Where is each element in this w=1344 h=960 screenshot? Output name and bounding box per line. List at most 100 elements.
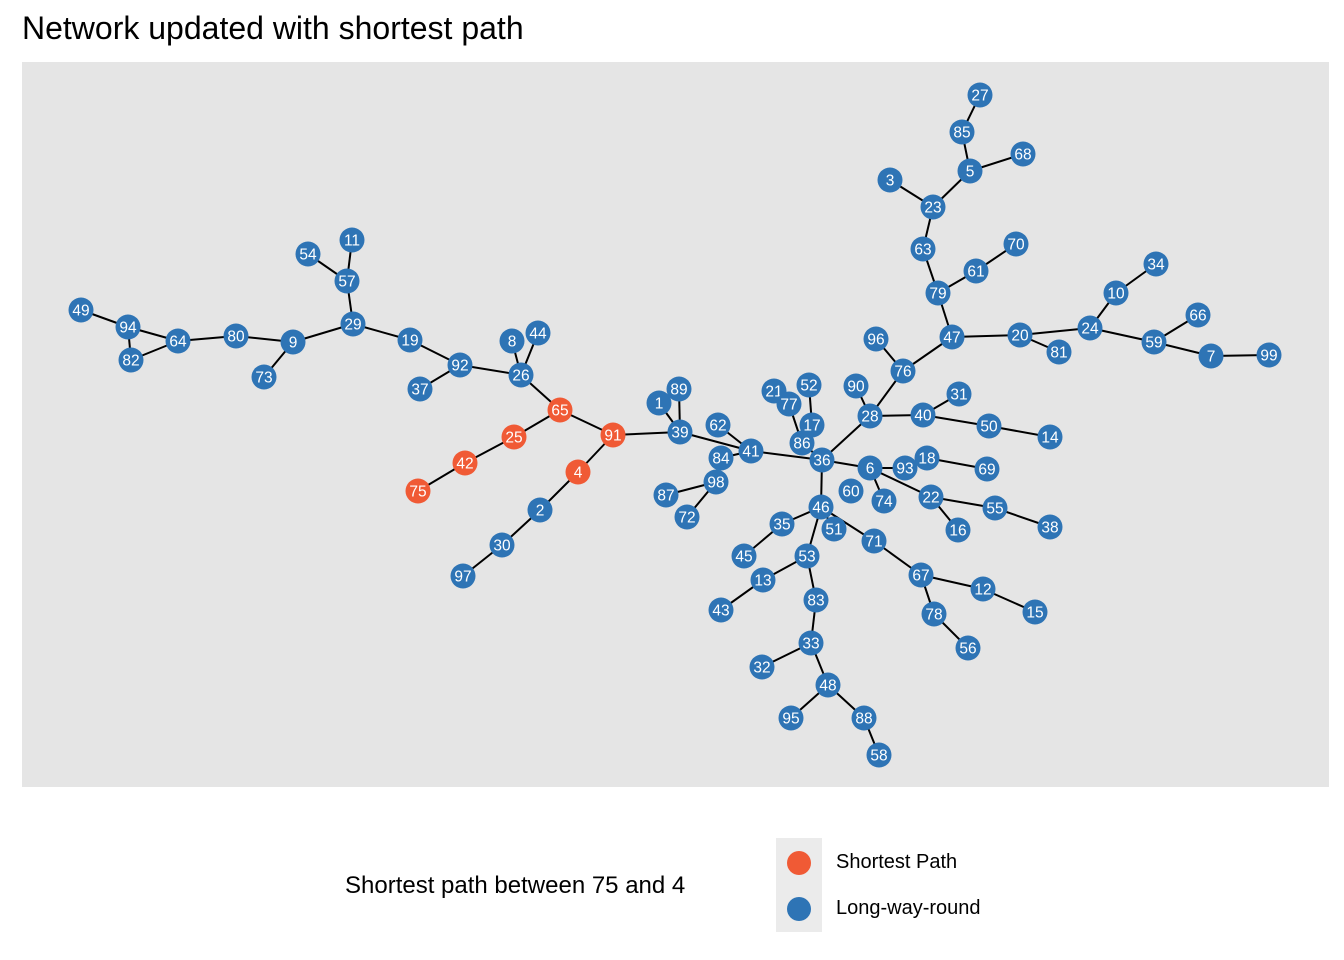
node-87: 87 xyxy=(653,482,679,508)
node-circle xyxy=(499,328,525,354)
node-circle xyxy=(501,424,527,450)
node-label: 98 xyxy=(707,475,724,492)
node-circle xyxy=(705,412,731,438)
node-38: 38 xyxy=(1037,514,1063,540)
node-circle xyxy=(749,654,775,680)
node-circle xyxy=(910,236,936,262)
node-label: 54 xyxy=(299,247,317,264)
node-73: 73 xyxy=(251,364,277,390)
node-label: 69 xyxy=(978,462,995,479)
node-circle xyxy=(890,358,916,384)
node-circle xyxy=(653,482,679,508)
node-circle xyxy=(280,329,306,355)
node-24: 24 xyxy=(1077,315,1103,341)
node-circle xyxy=(731,543,757,569)
node-70: 70 xyxy=(1003,231,1029,257)
node-circle xyxy=(525,320,551,346)
node-label: 8 xyxy=(508,334,517,351)
node-5: 5 xyxy=(957,158,983,184)
node-72: 72 xyxy=(674,504,700,530)
node-90: 90 xyxy=(843,373,869,399)
node-label: 73 xyxy=(255,370,272,387)
node-37: 37 xyxy=(407,376,433,402)
node-label: 2 xyxy=(536,503,545,520)
node-16: 16 xyxy=(945,517,971,543)
node-label: 91 xyxy=(604,428,621,445)
node-label: 83 xyxy=(807,593,824,610)
node-1: 1 xyxy=(646,390,672,416)
node-circle xyxy=(295,241,321,267)
legend-key-long-way-round xyxy=(776,886,822,932)
node-circle xyxy=(405,478,431,504)
node-label: 28 xyxy=(861,409,878,426)
legend-key-shortest-path xyxy=(776,840,822,886)
node-circle xyxy=(925,280,951,306)
node-95: 95 xyxy=(778,705,804,731)
node-label: 52 xyxy=(800,378,817,395)
node-80: 80 xyxy=(223,323,249,349)
node-circle xyxy=(251,364,277,390)
node-43: 43 xyxy=(708,597,734,623)
node-59: 59 xyxy=(1141,329,1167,355)
node-circle xyxy=(565,459,591,485)
node-label: 15 xyxy=(1026,605,1043,622)
node-3: 3 xyxy=(877,167,903,193)
node-22: 22 xyxy=(918,484,944,510)
node-32: 32 xyxy=(749,654,775,680)
node-15: 15 xyxy=(1022,599,1048,625)
node-78: 78 xyxy=(921,601,947,627)
node-label: 39 xyxy=(671,425,688,442)
node-28: 28 xyxy=(857,403,883,429)
node-circle xyxy=(1256,342,1282,368)
node-55: 55 xyxy=(982,495,1008,521)
node-circle xyxy=(708,445,734,471)
node-label: 3 xyxy=(886,173,895,190)
node-51: 51 xyxy=(821,516,847,542)
node-label: 72 xyxy=(678,510,695,527)
node-circle xyxy=(1037,424,1063,450)
node-label: 13 xyxy=(754,573,771,590)
node-label: 77 xyxy=(780,397,797,414)
node-label: 10 xyxy=(1107,286,1125,303)
node-46: 46 xyxy=(808,494,834,520)
node-circle xyxy=(945,517,971,543)
node-circle xyxy=(967,82,993,108)
node-label: 74 xyxy=(875,494,893,511)
node-label: 32 xyxy=(753,660,770,677)
node-label: 48 xyxy=(819,678,836,695)
node-label: 88 xyxy=(855,711,872,728)
node-66: 66 xyxy=(1185,302,1211,328)
node-circle xyxy=(334,268,360,294)
node-label: 40 xyxy=(914,408,932,425)
node-48: 48 xyxy=(815,672,841,698)
node-62: 62 xyxy=(705,412,731,438)
node-label: 64 xyxy=(169,334,187,351)
node-circle xyxy=(776,391,802,417)
node-circle xyxy=(794,543,820,569)
node-circle xyxy=(946,381,972,407)
network-panel: 1 2 3 4 5 6 7 8 9 10 11 12 13 14 15 16 17 18 19 20 21 22 23 24 2… xyxy=(22,62,1329,787)
node-label: 70 xyxy=(1007,237,1025,254)
node-69: 69 xyxy=(974,456,1000,482)
node-circle xyxy=(892,455,918,481)
node-label: 11 xyxy=(344,233,360,250)
node-label: 53 xyxy=(798,549,815,566)
node-label: 22 xyxy=(922,490,939,507)
node-81: 81 xyxy=(1046,339,1072,365)
legend-dot-shortest-path xyxy=(787,851,811,875)
node-label: 23 xyxy=(924,200,941,217)
node-circle xyxy=(165,328,191,354)
node-57: 57 xyxy=(334,268,360,294)
node-97: 97 xyxy=(450,563,476,589)
node-label: 1 xyxy=(655,396,664,413)
node-circle xyxy=(809,447,835,473)
node-circle xyxy=(447,352,473,378)
node-2: 2 xyxy=(527,497,553,523)
node-84: 84 xyxy=(708,445,734,471)
node-label: 66 xyxy=(1189,308,1206,325)
node-67: 67 xyxy=(908,562,934,588)
node-circle xyxy=(908,562,934,588)
node-85: 85 xyxy=(949,119,975,145)
legend-dot-long-way-round xyxy=(787,897,811,921)
node-89: 89 xyxy=(666,376,692,402)
